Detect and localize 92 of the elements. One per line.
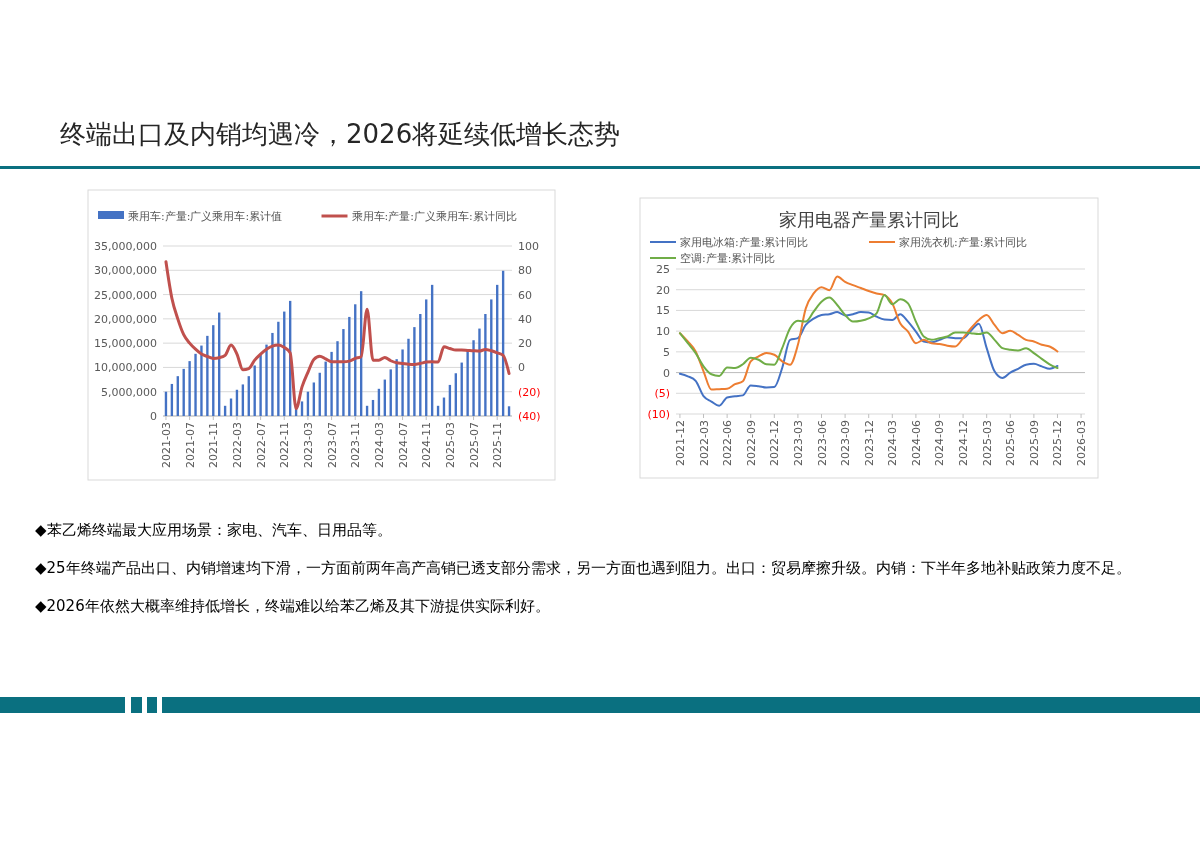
y2-tick-label: (40)	[518, 410, 541, 423]
y-tick-label: 20	[656, 283, 670, 297]
bar	[265, 344, 268, 416]
y-tick-label: 30,000,000	[94, 264, 157, 278]
x-tick-label: 2023-11	[349, 422, 363, 468]
bar	[200, 345, 203, 416]
y-tick-label: 0	[663, 366, 670, 380]
x-tick-label: 2022-12	[768, 420, 782, 466]
y-tick-label: 5	[663, 345, 670, 359]
x-tick-label: 2024-07	[396, 422, 410, 468]
line-series	[678, 311, 1059, 407]
bar	[478, 328, 481, 416]
x-tick-label: 2026-03	[1075, 420, 1089, 466]
bar	[407, 338, 410, 416]
chart-title: 家用电器产量累计同比	[779, 209, 959, 230]
bar	[395, 359, 398, 416]
y-tick-label: 25	[656, 263, 670, 276]
legend-label: 家用电冰箱:产量:累计同比	[680, 236, 809, 249]
x-tick-label: 2025-09	[1027, 420, 1041, 466]
x-tick-label: 2025-07	[467, 422, 481, 468]
x-tick-label: 2022-03	[230, 422, 244, 468]
y-tick-label: 15	[656, 304, 670, 318]
x-tick-label: 2025-03	[980, 420, 994, 466]
text: ◆2026年依然大概率维持低增长，终端难以给苯乙烯及其下游提供实际利好。	[35, 597, 550, 615]
x-tick-label: 2025-11	[491, 422, 505, 468]
x-tick-label: 2021-12	[673, 420, 687, 466]
x-tick-label: 2023-09	[839, 420, 853, 466]
bar	[466, 350, 469, 416]
y2-tick-label: 20	[518, 337, 532, 351]
x-tick-label: 2021-03	[159, 422, 173, 468]
bar	[206, 335, 209, 416]
y-tick-label: (10)	[647, 408, 670, 421]
y-tick-label: 35,000,000	[94, 240, 157, 253]
x-tick-label: 2024-12	[957, 420, 971, 466]
legend-label: 空调:产量:累计同比	[680, 252, 776, 265]
x-tick-label: 2024-03	[372, 422, 386, 468]
y-tick-label: 10,000,000	[94, 361, 157, 375]
x-tick-label: 2024-03	[886, 420, 900, 466]
y-tick-label: (5)	[654, 387, 670, 401]
x-tick-label: 2025-06	[1004, 420, 1018, 466]
x-tick-label: 2022-03	[697, 420, 711, 466]
bar	[484, 314, 487, 416]
y-tick-label: 10	[656, 325, 670, 339]
text: ◆25年终端产品出口、内销增速均下滑，一方面前两年高产高销已透支部分需求，另一方面也遇到阻力。出口：贸易摩擦升级。内销：下半年多地补贴政策力度不足。	[35, 559, 1131, 577]
x-tick-label: 2022-07	[254, 422, 268, 468]
x-tick-label: 2021-11	[207, 422, 221, 468]
text: 终端出口及内销均遇冷，2026将延续低增长态势	[60, 119, 621, 149]
bar	[259, 354, 262, 416]
y-tick-label: 25,000,000	[94, 288, 157, 302]
bar	[348, 316, 351, 416]
legend-label: 乘用车:产量:广义乘用车:累计同比	[351, 210, 517, 223]
x-tick-label: 2023-07	[325, 422, 339, 468]
x-tick-label: 2023-03	[791, 420, 805, 466]
legend-label: 乘用车:产量:广义乘用车:累计值	[128, 210, 283, 223]
y-tick-label: 5,000,000	[101, 385, 157, 399]
bar	[324, 361, 327, 416]
legend-label: 家用洗衣机:产量:累计同比	[899, 236, 1028, 249]
y2-tick-label: 0	[518, 361, 525, 375]
y-tick-label: 0	[150, 410, 157, 423]
bar	[188, 361, 191, 416]
x-tick-label: 2025-12	[1051, 420, 1065, 466]
x-tick-label: 2022-09	[744, 420, 758, 466]
bar	[413, 327, 416, 416]
y2-tick-label: 100	[518, 240, 539, 253]
y2-tick-label: 40	[518, 312, 532, 326]
x-tick-label: 2024-09	[933, 420, 947, 466]
x-tick-label: 2025-03	[443, 422, 457, 468]
x-tick-label: 2023-12	[862, 420, 876, 466]
x-tick-label: 2023-06	[815, 420, 829, 466]
y-tick-label: 20,000,000	[94, 312, 157, 326]
x-tick-label: 2023-03	[301, 422, 315, 468]
bar	[330, 351, 333, 416]
bar	[194, 353, 197, 416]
x-tick-label: 2021-07	[183, 422, 197, 468]
y2-tick-label: 60	[518, 288, 532, 302]
x-tick-label: 2022-11	[278, 422, 292, 468]
bar	[271, 332, 274, 416]
line-series	[164, 260, 511, 411]
line-series	[678, 275, 1059, 391]
x-tick-label: 2024-11	[420, 422, 434, 468]
bar	[336, 341, 339, 416]
y2-tick-label: (20)	[518, 385, 541, 399]
bar	[472, 340, 475, 416]
x-tick-label: 2022-06	[721, 420, 735, 466]
line-series	[678, 294, 1059, 377]
text: ◆苯乙烯终端最大应用场景：家电、汽车、日用品等。	[35, 521, 392, 539]
bar	[277, 321, 280, 416]
y2-tick-label: 80	[518, 264, 532, 278]
x-tick-label: 2024-06	[909, 420, 923, 466]
y-tick-label: 15,000,000	[94, 337, 157, 351]
bar	[401, 349, 404, 416]
bar	[342, 329, 345, 416]
